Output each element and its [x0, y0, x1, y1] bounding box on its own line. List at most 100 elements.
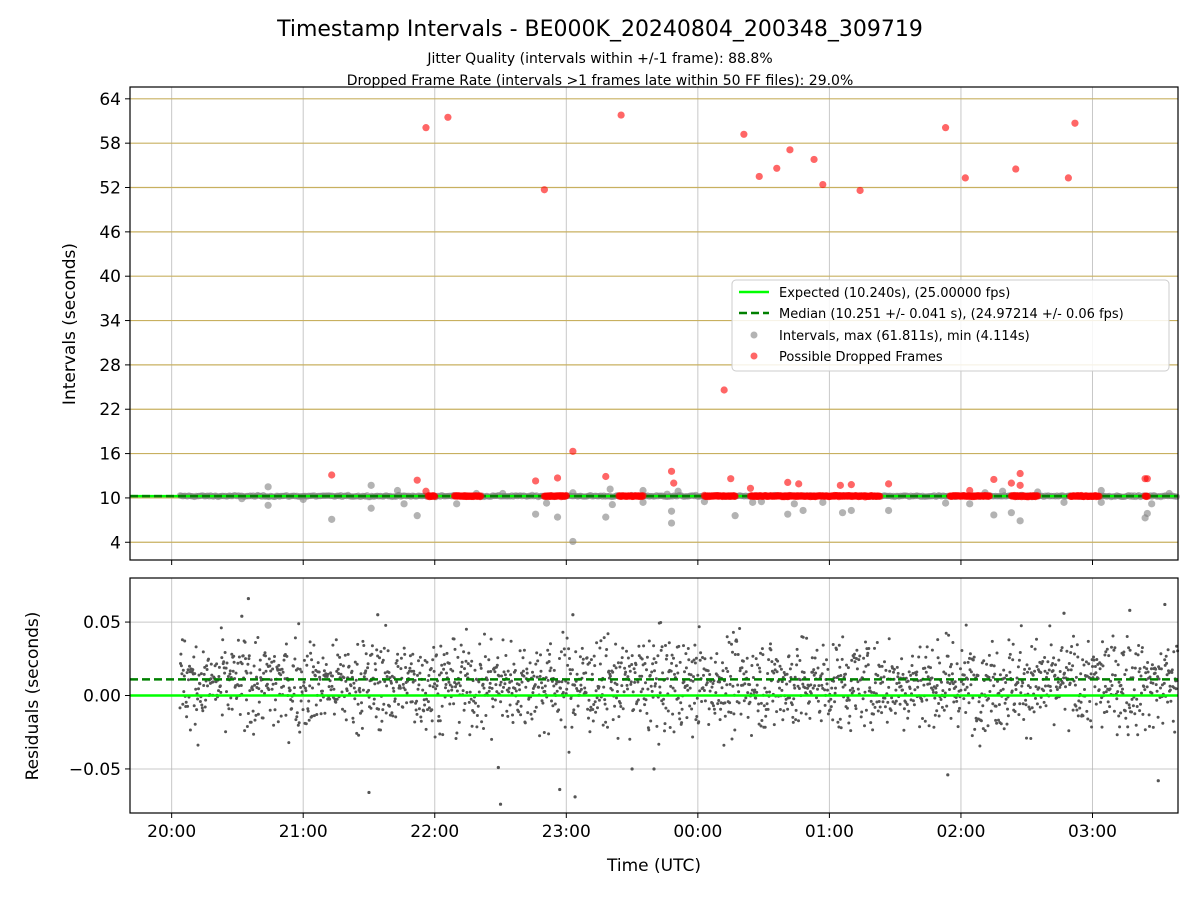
- residual-point: [956, 725, 960, 729]
- residual-point: [1134, 652, 1138, 656]
- residual-point: [295, 715, 299, 719]
- residual-point: [1094, 671, 1098, 675]
- residual-point: [801, 635, 805, 639]
- residual-point: [1033, 647, 1037, 651]
- interval-point: [838, 509, 847, 517]
- residual-point: [510, 679, 514, 683]
- residual-point: [268, 664, 272, 668]
- residual-point: [819, 719, 823, 723]
- residual-point: [478, 642, 482, 646]
- residual-point: [977, 700, 981, 704]
- residual-point: [729, 674, 733, 678]
- residual-point: [305, 654, 309, 658]
- residual-point: [571, 613, 575, 617]
- residual-point: [541, 701, 545, 705]
- residual-point: [586, 707, 590, 711]
- residual-point: [293, 636, 297, 640]
- residual-point: [308, 640, 312, 644]
- residual-point: [835, 648, 838, 651]
- residual-point: [1134, 723, 1138, 727]
- residual-point: [1034, 685, 1038, 689]
- residual-point: [725, 683, 729, 687]
- residual-point: [1071, 708, 1075, 712]
- residual-point: [933, 696, 937, 700]
- residual-point: [790, 703, 794, 707]
- residual-point: [561, 691, 565, 694]
- residual-point: [1072, 634, 1075, 638]
- residual-point: [677, 644, 681, 648]
- interval-point: [532, 510, 540, 518]
- residual-point: [285, 654, 289, 658]
- residual-point: [864, 664, 868, 668]
- residual-point: [513, 687, 517, 690]
- residual-point: [495, 690, 499, 694]
- residual-point: [241, 654, 245, 658]
- residual-point: [1027, 667, 1031, 671]
- interval-point: [299, 495, 307, 503]
- residual-point: [924, 655, 928, 659]
- residual-point: [559, 650, 563, 654]
- residual-point: [683, 670, 686, 674]
- residual-point: [833, 700, 837, 704]
- residual-point: [254, 641, 257, 644]
- residual-point: [845, 699, 849, 702]
- chart-title: Timestamp Intervals - BE000K_20240804_20…: [276, 17, 923, 42]
- residual-point: [399, 656, 403, 660]
- residual-point: [999, 689, 1003, 693]
- residual-point: [532, 674, 536, 678]
- x-tick-label: 03:00: [1068, 822, 1117, 842]
- residual-point: [1100, 725, 1104, 729]
- residual-point: [1049, 643, 1053, 647]
- residual-point: [192, 655, 196, 659]
- residual-point: [1067, 662, 1071, 665]
- residual-point: [699, 651, 703, 655]
- residual-point: [439, 644, 443, 648]
- residual-point: [605, 707, 609, 711]
- residual-point: [246, 662, 250, 666]
- residual-point: [676, 671, 680, 675]
- residual-point: [755, 690, 759, 694]
- residual-point: [1119, 683, 1123, 687]
- residual-point: [557, 708, 561, 712]
- residual-point: [491, 697, 495, 701]
- residual-point: [715, 652, 719, 656]
- residual-point: [271, 682, 275, 686]
- residual-point: [1107, 654, 1111, 658]
- residual-point: [500, 690, 504, 694]
- residual-point: [660, 645, 664, 649]
- residual-point: [791, 720, 795, 724]
- residual-point: [750, 734, 753, 737]
- residual-point: [880, 711, 884, 715]
- residual-point: [713, 711, 717, 715]
- residual-point: [793, 675, 797, 679]
- residual-point: [775, 670, 779, 674]
- interval-point: [606, 485, 614, 493]
- residual-point: [431, 685, 435, 689]
- residual-point: [407, 669, 411, 673]
- residual-point: [997, 718, 1000, 722]
- residual-point: [480, 720, 484, 724]
- residual-point: [813, 684, 817, 688]
- residual-point: [379, 650, 383, 654]
- residual-point: [1001, 687, 1005, 691]
- residual-point: [717, 675, 721, 679]
- residual-point: [904, 700, 908, 704]
- residual-point: [1031, 673, 1035, 677]
- residual-point: [645, 711, 649, 715]
- residual-point: [327, 685, 331, 689]
- residual-point: [353, 660, 357, 664]
- residual-point: [314, 703, 318, 707]
- residual-point: [918, 725, 922, 729]
- residual-point: [252, 732, 256, 736]
- residual-point: [1117, 680, 1121, 684]
- residual-point: [328, 697, 332, 701]
- residual-point: [426, 700, 430, 704]
- residual-point: [909, 673, 913, 677]
- residual-point: [552, 668, 556, 672]
- residual-point: [441, 733, 445, 737]
- residual-point: [561, 630, 565, 634]
- residual-point: [589, 658, 593, 662]
- residual-point: [534, 705, 538, 709]
- residual-point: [311, 670, 315, 674]
- residual-point: [707, 707, 711, 711]
